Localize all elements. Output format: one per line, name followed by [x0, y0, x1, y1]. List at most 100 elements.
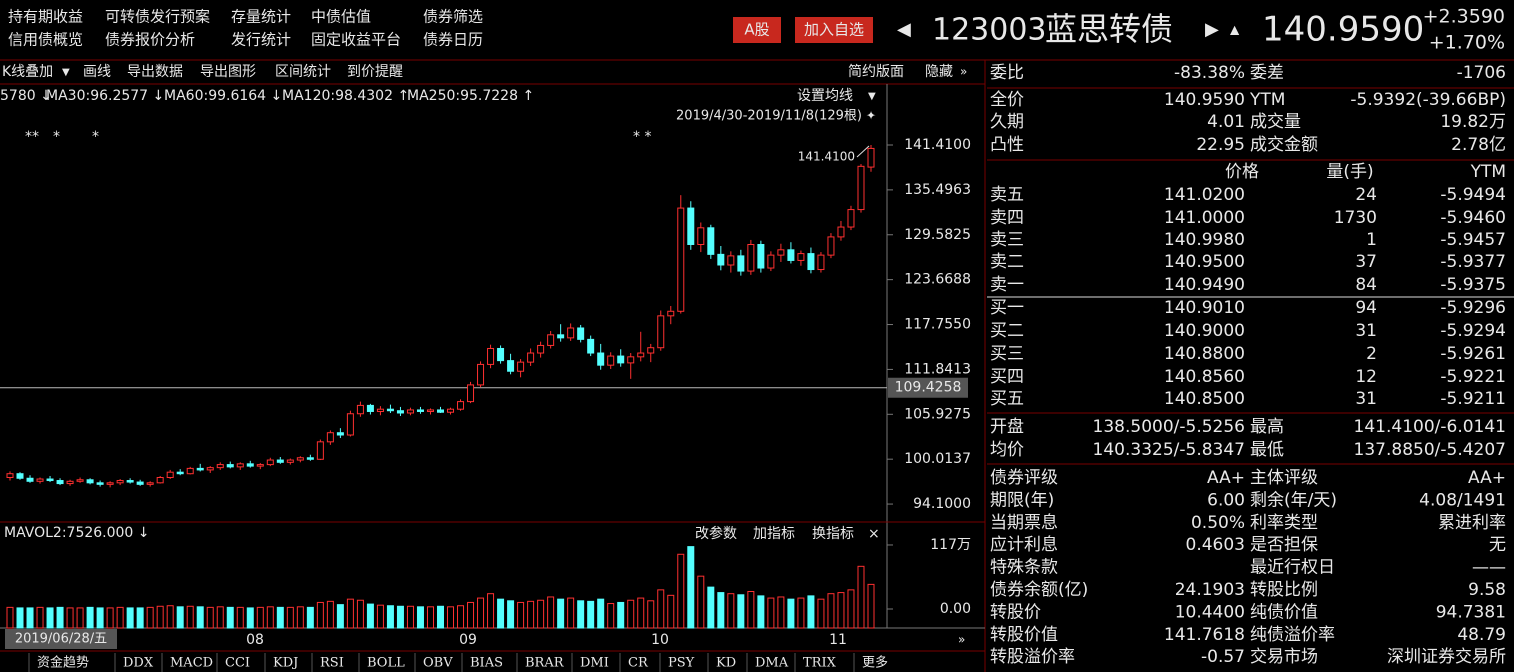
volume-bar — [657, 589, 665, 629]
menu-item[interactable]: 债券日历 — [423, 31, 483, 49]
quote-label: 转股比例 — [1250, 580, 1318, 600]
indicator-tab[interactable]: TRIX — [803, 656, 837, 671]
indicator-tab[interactable]: BIAS — [470, 656, 503, 671]
dropdown-arrow[interactable]: ▼ — [62, 67, 70, 78]
expand-arrow[interactable]: » — [960, 65, 967, 79]
toolbar-item[interactable]: 导出图形 — [200, 64, 256, 80]
quote-value: 买二 — [990, 321, 1024, 341]
candle-body — [457, 401, 465, 410]
quote-value: 19.82万 — [1440, 112, 1506, 132]
candle-body — [306, 457, 314, 460]
next-arrow[interactable]: ▶ — [1205, 19, 1219, 40]
button-bg[interactable] — [733, 17, 781, 43]
volume-bar — [16, 607, 24, 629]
indicator-button[interactable]: × — [868, 526, 880, 542]
volume-bar — [467, 601, 475, 629]
quote-value: -0.57 — [1201, 647, 1245, 667]
indicator-button[interactable]: 换指标 — [812, 525, 854, 542]
quote-label: YTM — [1249, 90, 1285, 110]
toolbar-item[interactable]: 隐藏 — [925, 64, 953, 80]
indicator-tab[interactable]: MACD — [170, 656, 213, 671]
menu-item[interactable]: 债券筛选 — [423, 8, 483, 26]
set-ma[interactable]: 设置均线 — [797, 88, 853, 104]
dropdown-arrow[interactable]: ▼ — [868, 91, 876, 102]
indicator-tab[interactable]: BOLL — [367, 656, 405, 671]
quote-value: 141.7618 — [1164, 625, 1245, 645]
menu-item[interactable]: 信用债概览 — [8, 31, 83, 49]
candle-body — [787, 249, 795, 261]
button[interactable]: A股 — [744, 21, 769, 39]
prev-arrow[interactable]: ◀ — [897, 19, 911, 40]
y-tick-label: 100.0137 — [904, 451, 971, 467]
indicator-tab[interactable]: 更多 — [862, 655, 888, 671]
indicator-button[interactable]: 改参数 — [695, 525, 737, 542]
toolbar-item[interactable]: K线叠加 — [2, 64, 53, 80]
up-arrow[interactable]: ▲ — [1230, 23, 1240, 37]
quote-value: 140.9010 — [1164, 298, 1245, 318]
menu-item[interactable]: 可转债发行预案 — [105, 8, 210, 26]
toolbar-item[interactable]: 导出数据 — [127, 64, 183, 80]
indicator-button[interactable]: 加指标 — [753, 526, 795, 542]
expand-arrow[interactable]: » — [958, 633, 965, 647]
indicator-tab[interactable]: KDJ — [273, 656, 298, 671]
candle-body — [517, 361, 525, 372]
indicator-tab[interactable]: 资金趋势 — [37, 655, 89, 671]
menu-item[interactable]: 债券报价分析 — [105, 31, 195, 49]
candle-body — [487, 347, 495, 365]
volume-bar — [727, 593, 735, 629]
toolbar-item[interactable]: 简约版面 — [848, 63, 904, 80]
volume-bar — [266, 606, 274, 629]
indicator-tab[interactable]: CCI — [225, 656, 250, 671]
volume-bar — [647, 600, 655, 629]
volume-bar — [487, 593, 495, 629]
button-bg[interactable] — [795, 17, 873, 43]
candle-body — [867, 147, 875, 168]
candle-body — [857, 165, 865, 211]
indicator-tab[interactable]: BRAR — [525, 656, 565, 671]
quote-label: 全价 — [990, 90, 1024, 110]
menu-item[interactable]: 持有期收益 — [8, 8, 83, 26]
candle-body — [667, 310, 675, 317]
pin-icon[interactable]: ✦ — [866, 109, 876, 123]
quote-value: 140.9000 — [1164, 321, 1245, 341]
indicator-tab[interactable]: OBV — [423, 656, 453, 671]
menu-item[interactable]: 固定收益平台 — [311, 31, 401, 49]
candle-body — [286, 459, 294, 463]
volume-bar — [206, 606, 214, 629]
candle-body — [76, 479, 84, 482]
high-label: 141.4100 — [798, 149, 855, 163]
indicator-tab[interactable]: CR — [628, 656, 649, 671]
volume-bar — [236, 606, 244, 629]
indicator-tab[interactable]: KD — [716, 656, 736, 671]
volume-bar — [6, 606, 14, 629]
quote-label: 转股价 — [990, 602, 1041, 622]
menu-item[interactable]: 存量统计 — [231, 8, 291, 26]
indicator-tab[interactable]: DDX — [123, 656, 154, 671]
volume-bar — [386, 605, 394, 629]
ma-legend: MA60:99.6164 ↓ — [164, 88, 282, 104]
menu-item[interactable]: 发行统计 — [231, 31, 291, 49]
candle-body — [36, 478, 44, 482]
candle-body — [406, 409, 414, 414]
candle-body — [837, 226, 845, 238]
indicator-tab[interactable]: PSY — [668, 656, 695, 671]
quote-label: 利率类型 — [1250, 513, 1318, 533]
quote-value: -5.9494 — [1440, 185, 1506, 205]
volume-bar — [507, 600, 515, 629]
quote-value: 0.4603 — [1186, 535, 1245, 555]
indicator-tab[interactable]: DMA — [755, 656, 789, 671]
button[interactable]: 加入自选 — [804, 21, 864, 39]
x-tick-label: 09 — [459, 632, 477, 648]
volume-bar — [426, 606, 434, 629]
candle-body — [747, 243, 755, 272]
candle-body — [737, 255, 745, 272]
menu-item[interactable]: 中债估值 — [311, 8, 371, 26]
candle-body — [567, 327, 575, 339]
indicator-tab[interactable]: RSI — [320, 656, 344, 671]
x-tick-label: 11 — [829, 632, 847, 648]
toolbar-item[interactable]: 到价提醒 — [347, 64, 403, 80]
indicator-tab[interactable]: DMI — [580, 656, 609, 671]
toolbar-item[interactable]: 区间统计 — [275, 64, 331, 80]
toolbar-item[interactable]: 画线 — [83, 64, 111, 80]
price-change: +2.3590 — [1423, 6, 1505, 28]
